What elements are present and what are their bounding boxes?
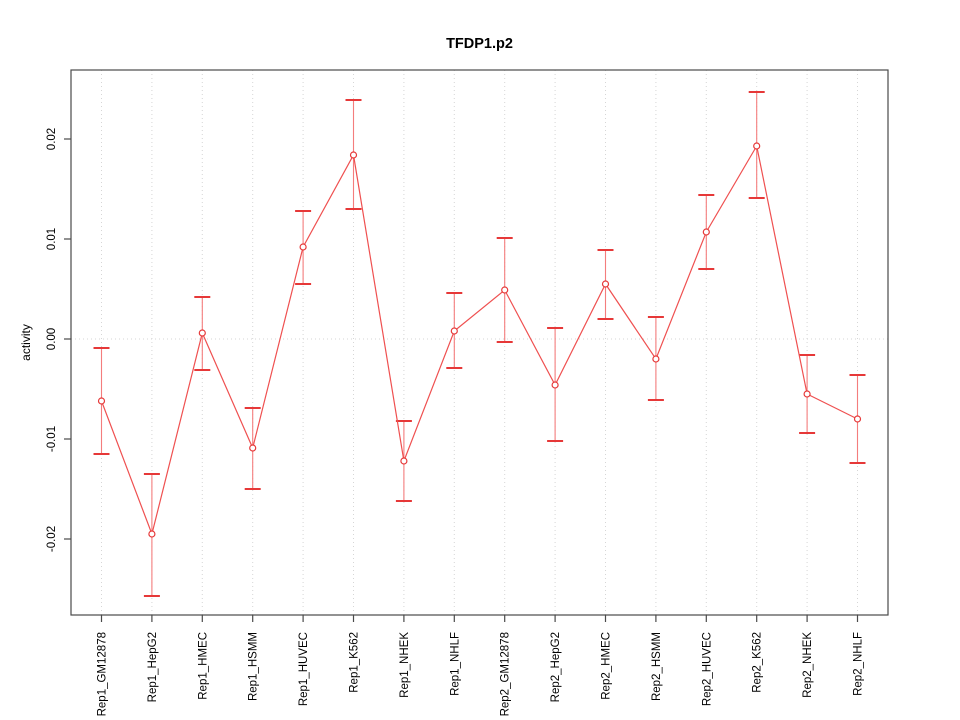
- chart-title: TFDP1.p2: [446, 36, 513, 52]
- x-tick-label: Rep1_HepG2: [147, 632, 159, 702]
- y-axis-label: activity: [19, 324, 33, 361]
- y-tick-label: -0.01: [46, 426, 58, 452]
- x-tick-label: Rep2_HepG2: [550, 632, 562, 702]
- x-tick-label: Rep1_GM12878: [97, 632, 109, 716]
- x-tick-label: Rep2_GM12878: [500, 632, 512, 716]
- x-tick-label: Rep2_NHEK: [802, 632, 814, 698]
- x-tick-label: Rep1_HUVEC: [298, 632, 310, 706]
- x-tick-label: Rep2_HUVEC: [701, 632, 713, 706]
- x-tick-label: Rep1_HSMM: [248, 632, 260, 701]
- data-point-marker: [198, 329, 206, 337]
- data-point-marker: [652, 355, 660, 363]
- data-point-marker: [803, 390, 811, 398]
- y-tick-label: 0.01: [46, 228, 58, 250]
- data-point-marker: [450, 327, 458, 335]
- data-point-marker: [249, 444, 257, 452]
- data-point-marker: [299, 243, 307, 251]
- data-point-marker: [349, 151, 358, 159]
- x-tick-label: Rep2_HSMM: [651, 632, 663, 701]
- data-point-marker: [853, 415, 862, 423]
- x-tick-label: Rep1_NHEK: [399, 632, 411, 698]
- data-point-marker: [551, 381, 559, 389]
- x-tick-label: Rep2_NHLF: [853, 632, 865, 696]
- data-point-marker: [753, 142, 761, 150]
- x-tick-label: Rep1_K562: [349, 632, 361, 693]
- data-point-marker: [148, 530, 156, 538]
- data-point-marker: [400, 457, 408, 465]
- x-tick-label: Rep2_HMEC: [601, 632, 613, 700]
- data-point-marker: [501, 286, 509, 294]
- y-tick-label: 0.00: [46, 328, 58, 350]
- y-tick-label: -0.02: [46, 526, 58, 552]
- plot-box: [70, 69, 889, 616]
- data-line: [100, 144, 858, 537]
- data-point-marker: [601, 280, 610, 288]
- x-tick-label: Rep1_NHLF: [449, 632, 461, 696]
- data-point-marker: [702, 228, 710, 236]
- data-point-marker: [97, 397, 106, 405]
- x-tick-label: Rep1_HMEC: [197, 632, 209, 700]
- y-tick-label: 0.02: [46, 128, 58, 150]
- x-tick-label: Rep2_K562: [752, 632, 764, 693]
